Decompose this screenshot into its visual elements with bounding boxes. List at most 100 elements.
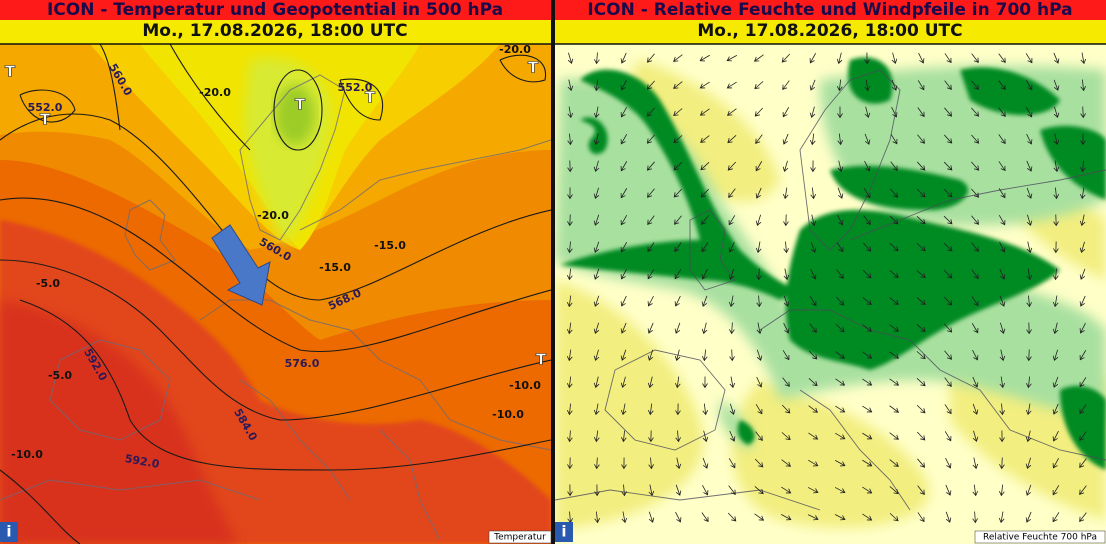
wind-arrow <box>944 350 952 360</box>
wind-arrow <box>1053 160 1060 173</box>
info-button[interactable] <box>0 522 18 542</box>
wind-arrow <box>810 214 817 227</box>
wind-arrow <box>646 53 655 63</box>
wind-arrow <box>889 215 899 225</box>
wind-arrow <box>889 270 899 279</box>
header-bar <box>555 0 1106 20</box>
wind-arrow <box>620 188 628 199</box>
wind-arrow <box>729 430 736 442</box>
wind-arrow <box>647 215 655 225</box>
wind-arrow <box>567 484 573 497</box>
wind-arrow <box>755 187 762 199</box>
wind-arrow <box>945 484 952 496</box>
wind-arrow <box>566 268 573 281</box>
wind-arrow <box>864 79 871 92</box>
wind-arrow <box>567 457 573 470</box>
wind-arrow <box>782 377 790 387</box>
wind-arrow <box>727 161 737 171</box>
wind-arrow <box>917 458 926 468</box>
wind-arrow <box>729 349 735 362</box>
wind-arrow <box>998 484 1005 497</box>
header-bar <box>0 0 551 20</box>
wind-arrow <box>567 133 573 146</box>
wind-arrow <box>944 431 952 442</box>
wind-arrow <box>1079 350 1087 361</box>
wind-arrow <box>594 484 600 497</box>
wind-arrow <box>756 268 762 281</box>
wind-arrow <box>782 133 789 145</box>
wind-arrow <box>998 80 1006 90</box>
wind-arrow <box>1026 133 1033 145</box>
wind-arrow <box>999 376 1006 389</box>
wind-arrow <box>702 457 709 469</box>
wind-arrow <box>971 323 979 334</box>
wind-arrow <box>999 457 1005 470</box>
wind-arrow <box>1026 349 1032 362</box>
wind-arrow <box>890 134 898 145</box>
wind-arrow <box>917 107 925 118</box>
wind-arrow <box>916 404 926 414</box>
info-icon[interactable]: i <box>561 523 566 541</box>
wind-arrow <box>728 188 736 198</box>
wind-arrow <box>701 322 708 335</box>
wind-arrow <box>755 161 763 172</box>
wind-arrow <box>593 295 600 307</box>
wind-arrow <box>566 376 573 389</box>
wind-arrow <box>891 106 898 118</box>
wind-arrow <box>756 376 763 388</box>
wind-arrow <box>647 269 655 280</box>
wind-arrow <box>754 81 764 90</box>
wind-arrow <box>889 297 899 305</box>
wind-arrow <box>780 514 792 521</box>
wind-arrow <box>648 511 655 523</box>
wind-arrow <box>675 511 682 523</box>
wind-arrow <box>1080 79 1087 92</box>
wind-arrow <box>620 52 627 64</box>
wind-arrow <box>1025 53 1033 64</box>
wind-arrow <box>674 322 681 334</box>
wind-arrow <box>1079 322 1086 334</box>
info-icon[interactable]: i <box>6 523 11 541</box>
wind-arrow <box>1079 458 1087 468</box>
wind-arrow <box>835 296 845 306</box>
wind-arrow <box>1079 485 1087 495</box>
wind-arrow <box>782 107 790 118</box>
wind-arrow <box>755 134 763 145</box>
wind-arrow <box>567 430 573 443</box>
low-pressure-mark: T <box>536 351 547 369</box>
wind-arrow <box>971 215 979 225</box>
contour-label: 576.0 <box>285 357 320 370</box>
map-legend: Relative Feuchte 700 hPa <box>983 533 1097 543</box>
wind-arrow <box>701 268 708 280</box>
panel-title: ICON - Relative Feuchte und Windpfeile i… <box>587 0 1072 20</box>
wind-arrow <box>1026 241 1033 254</box>
wind-arrow <box>998 107 1006 118</box>
wind-arrow <box>699 54 710 62</box>
wind-arrow <box>593 241 600 253</box>
wind-arrow <box>863 215 871 225</box>
info-button[interactable] <box>555 522 573 542</box>
wind-arrow <box>1053 52 1060 64</box>
wind-arrow <box>783 322 790 334</box>
wind-arrow <box>971 80 979 90</box>
wind-arrow <box>999 403 1005 416</box>
wind-arrow <box>810 241 817 253</box>
wind-arrow <box>620 430 627 443</box>
wind-arrow <box>971 242 979 252</box>
wind-arrow <box>1053 241 1059 254</box>
wind-arrow <box>620 79 627 91</box>
wind-arrow <box>916 377 926 387</box>
wind-arrow <box>809 323 817 333</box>
wind-arrow <box>972 376 979 388</box>
wind-arrow <box>916 431 926 441</box>
wind-arrow <box>728 241 735 253</box>
wind-arrow <box>862 351 873 359</box>
wind-arrow <box>863 242 872 252</box>
wind-arrow <box>1052 349 1059 361</box>
wind-arrow <box>728 268 735 280</box>
wind-arrow <box>998 188 1006 199</box>
wind-arrow <box>700 135 710 143</box>
panel-title: ICON - Temperatur und Geopotential in 50… <box>47 0 503 20</box>
map-legend: Temperatur <box>493 533 546 543</box>
wind-arrow <box>647 242 655 253</box>
